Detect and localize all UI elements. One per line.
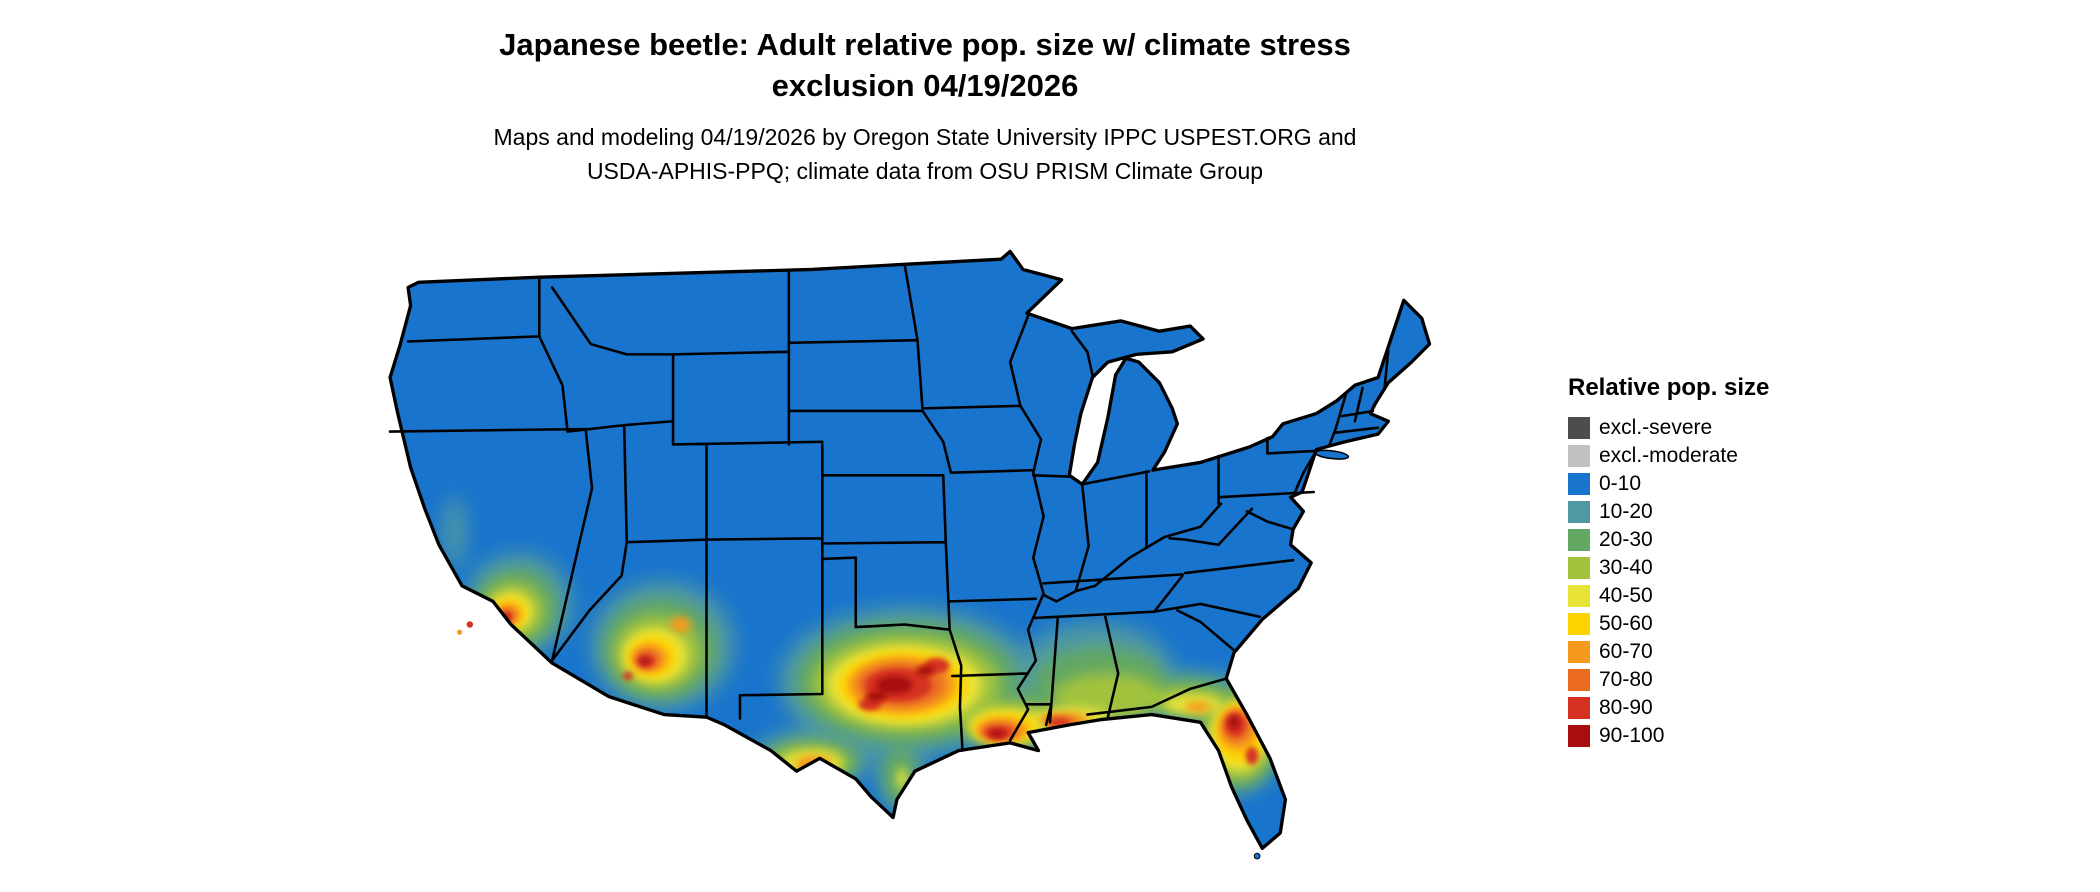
legend-items: excl.-severe excl.-moderate 0-10 10-20 20-30… <box>1568 414 1888 750</box>
legend-item-label: 50-60 <box>1599 612 1653 635</box>
legend-item-label: 40-50 <box>1599 584 1653 607</box>
legend-swatch <box>1568 585 1590 607</box>
map-title: Japanese beetle: Adult relative pop. siz… <box>240 24 1610 106</box>
state-borders <box>388 263 1390 752</box>
legend-swatch <box>1568 669 1590 691</box>
map-title-line1: Japanese beetle: Adult relative pop. siz… <box>499 27 1351 62</box>
legend-item: excl.-severe <box>1568 414 1888 442</box>
channel-island-spot-1 <box>466 621 474 628</box>
long-island <box>1314 449 1350 460</box>
legend-item-label: 80-90 <box>1599 696 1653 719</box>
legend-swatch <box>1568 445 1590 467</box>
legend-swatch <box>1568 529 1590 551</box>
us-map-svg <box>388 249 1432 860</box>
legend-swatch <box>1568 417 1590 439</box>
legend-swatch <box>1568 697 1590 719</box>
map-subtitle-line1: Maps and modeling 04/19/2026 by Oregon S… <box>493 124 1357 150</box>
us-outline <box>388 249 1432 851</box>
legend: Relative pop. size excl.-severe excl.-mod… <box>1568 374 1888 750</box>
legend-item: 60-70 <box>1568 638 1888 666</box>
legend-title: Relative pop. size <box>1568 374 1770 401</box>
legend-item: 70-80 <box>1568 666 1888 694</box>
legend-item: 10-20 <box>1568 498 1888 526</box>
legend-item: 50-60 <box>1568 610 1888 638</box>
florida-keys-spot <box>1253 852 1261 860</box>
map-title-line2: exclusion 04/19/2026 <box>771 68 1079 103</box>
legend-item-label: 90-100 <box>1599 724 1665 747</box>
legend-item-label: 20-30 <box>1599 528 1653 551</box>
legend-item-label: 60-70 <box>1599 640 1653 663</box>
legend-item: excl.-moderate <box>1568 442 1888 470</box>
legend-item-label: excl.-severe <box>1599 416 1713 439</box>
legend-item: 30-40 <box>1568 554 1888 582</box>
us-map <box>300 218 1535 890</box>
legend-item-label: 0-10 <box>1599 472 1642 495</box>
legend-swatch <box>1568 473 1590 495</box>
legend-swatch <box>1568 725 1590 747</box>
legend-item: 0-10 <box>1568 470 1888 498</box>
legend-item: 40-50 <box>1568 582 1888 610</box>
channel-island-spot-2 <box>456 629 463 635</box>
legend-item: 90-100 <box>1568 722 1888 750</box>
legend-item-label: excl.-moderate <box>1599 444 1738 467</box>
legend-item-label: 70-80 <box>1599 668 1653 691</box>
legend-swatch <box>1568 613 1590 635</box>
legend-item: 20-30 <box>1568 526 1888 554</box>
legend-item-label: 30-40 <box>1599 556 1653 579</box>
legend-item: 80-90 <box>1568 694 1888 722</box>
legend-swatch <box>1568 501 1590 523</box>
legend-swatch <box>1568 557 1590 579</box>
map-subtitle: Maps and modeling 04/19/2026 by Oregon S… <box>240 120 1610 188</box>
legend-item-label: 10-20 <box>1599 500 1653 523</box>
map-subtitle-line2: USDA-APHIS-PPQ; climate data from OSU PR… <box>586 158 1264 184</box>
legend-swatch <box>1568 641 1590 663</box>
